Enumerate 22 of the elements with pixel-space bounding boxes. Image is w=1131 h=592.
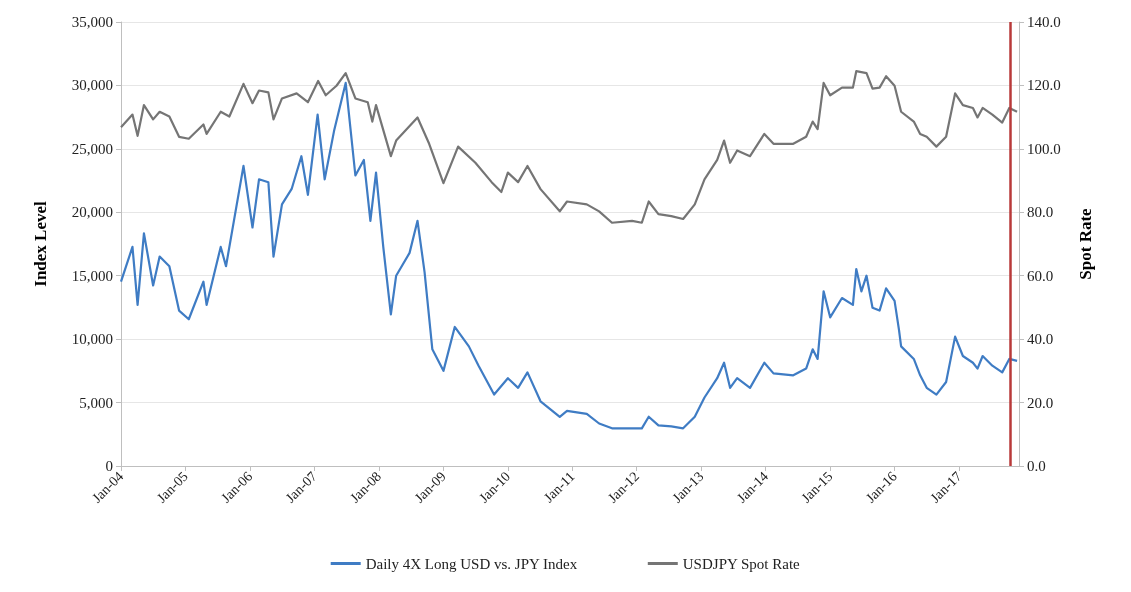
- y2-tick-label: 40.0: [1027, 331, 1054, 348]
- y-tick-label: 10,000: [71, 331, 113, 348]
- legend-label: Daily 4X Long USD vs. JPY Index: [365, 555, 578, 572]
- y-tick-label: 25,000: [71, 140, 113, 157]
- line-series: [119, 81, 1019, 430]
- y2-tick-label: 60.0: [1027, 267, 1054, 284]
- y-tick-label: 35,000: [71, 14, 113, 30]
- y-tick-label: 20,000: [71, 204, 113, 221]
- y2-tick-label: 140.0: [1027, 14, 1061, 30]
- y2-axis-title: Spot Rate: [1076, 207, 1095, 280]
- y-tick-label: 30,000: [71, 77, 113, 94]
- y-tick-label: 0: [105, 458, 113, 474]
- y2-tick-label: 120.0: [1027, 77, 1061, 94]
- y-tick-label: 15,000: [71, 267, 113, 284]
- y2-tick-label: 20.0: [1027, 394, 1054, 411]
- y-tick-label: 5,000: [79, 394, 113, 411]
- y2-tick-label: 0.0: [1027, 458, 1046, 474]
- line-series: [119, 70, 1019, 224]
- legend-label: USDJPY Spot Rate: [682, 555, 801, 572]
- y2-tick-label: 80.0: [1027, 204, 1054, 221]
- y2-tick-label: 100.0: [1027, 140, 1061, 157]
- y-axis-title: Index Level: [31, 200, 50, 287]
